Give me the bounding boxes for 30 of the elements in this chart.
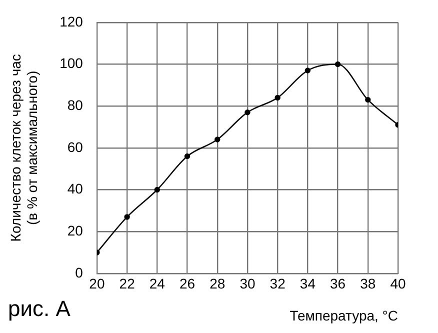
- x-tick-label: 22: [119, 276, 136, 292]
- y-tick-label: 0: [75, 264, 84, 280]
- point: [244, 109, 250, 116]
- y-tick-label: 60: [67, 138, 84, 155]
- y-tick-label: 120: [60, 13, 84, 30]
- x-axis-title: Температура, °C: [290, 307, 398, 324]
- x-tick-label: 20: [89, 276, 105, 292]
- point: [274, 94, 280, 101]
- x-tick-label: 30: [240, 276, 256, 292]
- point: [154, 186, 160, 193]
- x-tick-label: 36: [330, 276, 346, 292]
- y-tick-label: 80: [67, 96, 84, 113]
- x-tick-label: 38: [360, 276, 376, 292]
- point: [334, 61, 341, 68]
- point: [184, 153, 190, 160]
- x-tick-label: 28: [210, 276, 226, 292]
- x-tick-label: 24: [149, 276, 166, 292]
- y-tick-label: 40: [67, 180, 84, 197]
- x-tick-label: 32: [270, 276, 286, 292]
- y-axis-title: Количество клеток через час (в % от максимального): [7, 54, 40, 242]
- text: рис. А: [8, 296, 71, 321]
- point: [214, 136, 220, 142]
- y-tick-label: 100: [60, 55, 84, 72]
- point: [124, 214, 130, 220]
- x-tick-label: 34: [300, 276, 316, 292]
- y-tick-label: 20: [67, 222, 84, 238]
- x-tick-label: 26: [179, 276, 196, 292]
- x-tick-label: 40: [390, 276, 406, 292]
- point: [304, 68, 311, 74]
- point: [365, 96, 371, 103]
